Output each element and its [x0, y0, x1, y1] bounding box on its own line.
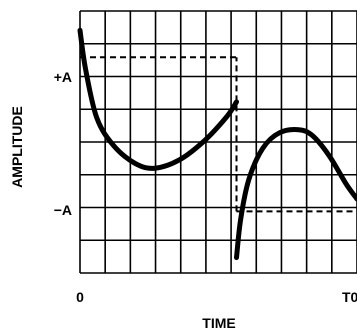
- series-curves: [77, 27, 357, 261]
- grid: [79, 10, 357, 274]
- x-tick-label-zero: 0: [76, 289, 84, 305]
- reference-lines: [80, 56, 357, 213]
- y-axis-label: AMPLITUDE: [9, 106, 25, 188]
- y-tick-label-minus-a: −A: [54, 202, 72, 218]
- series-curve-1: [77, 27, 239, 171]
- series-curve-2: [234, 127, 357, 261]
- x-axis-label: TIME: [202, 315, 235, 331]
- x-tick-label-t0: T0: [342, 289, 357, 305]
- y-tick-label-plus-a: +A: [54, 69, 72, 85]
